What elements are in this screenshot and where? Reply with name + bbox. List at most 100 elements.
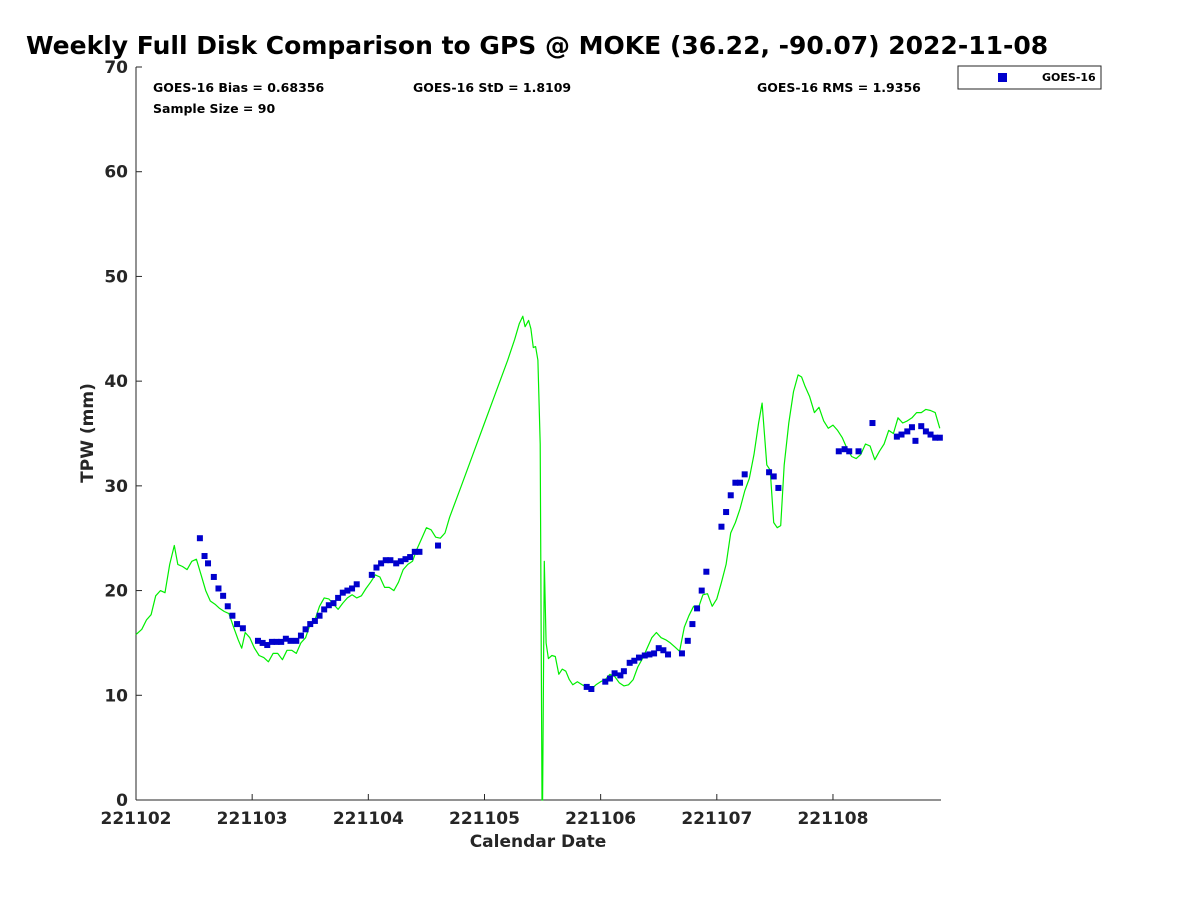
x-tick-label: 221104 (333, 809, 404, 829)
goes16-point (641, 652, 648, 659)
sample-size-stat: Sample Size = 90 (153, 101, 275, 116)
goes16-point (904, 428, 911, 435)
gps-tpw-line (135, 315, 941, 801)
goes16-point (382, 557, 389, 564)
legend-box (957, 65, 1102, 90)
goes16-point (588, 686, 595, 693)
goes16-point (196, 535, 203, 542)
goes16-point (344, 587, 351, 594)
goes16-point (678, 650, 685, 657)
goes16-point (282, 635, 289, 642)
goes16-point (201, 553, 208, 560)
goes16-point (689, 621, 696, 628)
goes16-point (339, 589, 346, 596)
chart-title: Weekly Full Disk Comparison to GPS @ MOK… (26, 31, 1048, 60)
goes16-point (325, 602, 332, 609)
goes16-point (703, 568, 710, 575)
goes16-point (210, 573, 217, 580)
goes16-point (234, 621, 241, 628)
legend: GOES-16 (957, 65, 1102, 90)
goes16-point (737, 479, 744, 486)
goes16-point (660, 647, 667, 654)
goes16-point (635, 654, 642, 661)
goes16-point (631, 657, 638, 664)
goes16-point (416, 548, 423, 555)
goes16-point (617, 672, 624, 679)
goes16-point (378, 560, 385, 567)
goes16-point (908, 424, 915, 431)
goes16-point (775, 484, 782, 491)
goes16-point (215, 585, 222, 592)
goes16-point (698, 587, 705, 594)
y-tick-label: 40 (104, 372, 128, 392)
x-tick-label: 221102 (101, 809, 172, 829)
goes16-point (349, 585, 356, 592)
goes16-point (727, 492, 734, 499)
legend-label: GOES-16 (1042, 71, 1096, 84)
goes16-point (293, 637, 300, 644)
y-axis-label: TPW (mm) (78, 383, 98, 483)
goes16-point (302, 626, 309, 633)
goes16-point (335, 594, 342, 601)
goes16-point (278, 638, 285, 645)
goes16-point (316, 612, 323, 619)
goes16-point (927, 431, 934, 438)
goes16-point (402, 556, 409, 563)
x-tick-label: 221105 (449, 809, 520, 829)
goes16-point (620, 668, 627, 675)
goes16-point (869, 420, 876, 427)
goes16-point (855, 448, 862, 455)
goes16-point (259, 639, 266, 646)
goes16-point (846, 448, 853, 455)
goes16-point (583, 683, 590, 690)
goes16-point (407, 554, 414, 561)
x-tick-label: 221103 (217, 809, 288, 829)
goes16-point (770, 473, 777, 480)
goes16-point (932, 434, 939, 441)
goes16-point (922, 428, 929, 435)
goes16-point (626, 659, 633, 666)
goes16-point (229, 612, 236, 619)
goes16-point (732, 479, 739, 486)
x-tick-label: 221106 (565, 809, 636, 829)
goes16-point (297, 632, 304, 639)
x-axis-label: Calendar Date (470, 832, 607, 852)
goes16-point (718, 523, 725, 530)
y-tick-label: 60 (104, 163, 128, 183)
goes16-point (655, 645, 662, 652)
goes16-point (684, 637, 691, 644)
y-tick-label: 30 (104, 477, 128, 497)
goes16-point (311, 617, 318, 624)
goes16-point (893, 433, 900, 440)
y-tick-label: 10 (104, 686, 128, 706)
goes16-point (694, 605, 701, 612)
goes16-point (835, 448, 842, 455)
goes16-point (611, 670, 618, 677)
goes16-point (353, 581, 360, 588)
goes16-point (665, 651, 672, 658)
x-tick-label: 221107 (681, 809, 752, 829)
goes16-point (205, 560, 212, 567)
goes16-point (393, 560, 400, 567)
series-layer (135, 315, 943, 801)
goes16-point (273, 638, 280, 645)
y-axis-ticks: 0 10 20 30 40 50 60 70 (104, 58, 142, 811)
goes16-point (239, 625, 246, 632)
y-tick-label: 20 (104, 582, 128, 602)
goes16-point (898, 431, 905, 438)
rms-stat: GOES-16 RMS = 1.9356 (757, 80, 921, 95)
x-axis-ticks: 221102 221103 221104 221105 221106 221107 2211… (101, 794, 868, 829)
goes16-point (646, 651, 653, 658)
goes16-point (918, 423, 925, 430)
goes16-point (224, 603, 231, 610)
goes16-point (602, 678, 609, 685)
goes16-point (841, 446, 848, 453)
y-tick-label: 0 (116, 791, 128, 811)
goes16-point (268, 638, 275, 645)
x-tick-label: 221108 (797, 809, 868, 829)
goes16-point (373, 564, 380, 571)
goes16-point (387, 557, 394, 564)
legend-marker (998, 73, 1007, 82)
goes16-point (411, 548, 418, 555)
